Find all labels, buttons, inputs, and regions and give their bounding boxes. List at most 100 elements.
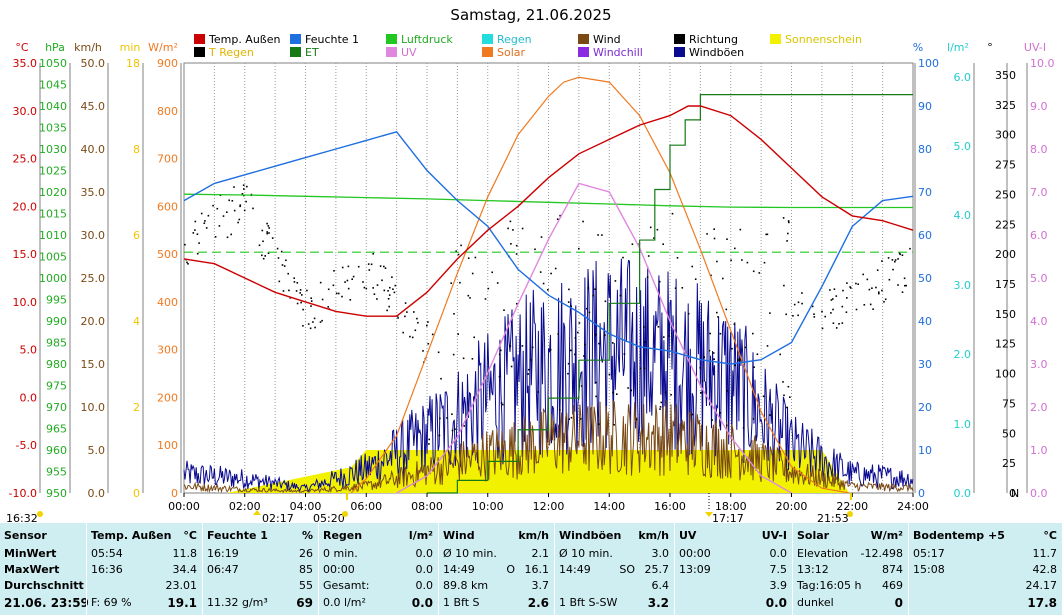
richtung-point	[716, 311, 718, 314]
right-axis-label: 10	[918, 444, 932, 457]
legend-label: Windböen	[689, 46, 744, 59]
x-tick-label: 08:00	[411, 500, 443, 513]
stats-cell-value: 0.0	[415, 547, 434, 560]
series-windboeen	[183, 258, 914, 493]
left-axis-label: 300	[157, 344, 178, 357]
richtung-point	[659, 406, 662, 408]
richtung-point	[862, 273, 864, 276]
richtung-point	[293, 281, 296, 283]
richtung-point	[901, 254, 904, 256]
richtung-point	[196, 252, 199, 255]
richtung-point	[310, 305, 312, 307]
right-axis-label: 7.0	[1030, 186, 1048, 199]
richtung-point	[801, 302, 803, 305]
richtung-point	[730, 259, 732, 262]
series-feuchte	[183, 130, 914, 365]
legend-label: Solar	[497, 46, 526, 59]
richtung-point	[500, 402, 503, 404]
stats-unit-regen: l/m²	[408, 529, 433, 542]
left-axis-label: 10.0	[81, 401, 106, 414]
richtung-point	[539, 271, 542, 273]
richtung-point	[427, 343, 430, 345]
legend-swatch	[482, 47, 493, 57]
richtung-point	[310, 300, 313, 302]
left-axis-label: 1040	[39, 100, 67, 113]
left-axis-label: 30.0	[81, 229, 106, 242]
richtung-point	[491, 271, 493, 274]
stats-cell-label: Gesamt:	[323, 579, 370, 592]
richtung-point	[467, 257, 470, 259]
stats-cell-label: 06:47	[207, 563, 239, 576]
stats-row-avg-label: Durchschnitt	[4, 579, 84, 592]
richtung-point	[344, 281, 346, 283]
left-axis-unit: °C	[15, 41, 29, 54]
richtung-point	[302, 325, 304, 327]
richtung-point	[872, 308, 874, 310]
richtung-point	[238, 218, 241, 221]
richtung-point	[422, 350, 424, 352]
richtung-point	[218, 225, 221, 227]
richtung-point	[372, 287, 374, 289]
richtung-point	[559, 409, 561, 411]
left-axis-label: 5.0	[20, 344, 38, 357]
richtung-point	[381, 279, 383, 282]
right-axis-label: 6.0	[1030, 229, 1048, 242]
left-axis-label: 1025	[39, 165, 67, 178]
richtung-point	[897, 258, 899, 260]
richtung-point	[616, 393, 618, 395]
right-axis-label: 60	[918, 229, 932, 242]
richtung-point	[296, 302, 299, 305]
legend-swatch	[290, 47, 301, 57]
richtung-point	[574, 353, 576, 356]
richtung-point	[335, 292, 338, 295]
richtung-point	[521, 345, 524, 347]
richtung-point	[631, 243, 634, 245]
richtung-point	[619, 294, 622, 297]
richtung-point	[717, 316, 719, 318]
weather-chart: 00:00 02:00 04:00 06:00 08:00 10:00 12:00 14:00…	[6, 33, 1055, 523]
legend-swatch	[386, 47, 397, 57]
richtung-point	[668, 335, 670, 337]
right-axis-label: 20	[918, 401, 932, 414]
left-axis-label: 50.0	[81, 57, 106, 70]
left-axis-label: 800	[157, 105, 178, 118]
richtung-point	[462, 357, 465, 360]
richtung-point	[283, 265, 286, 267]
richtung-point	[592, 294, 594, 297]
sun-marker-icon	[847, 511, 853, 517]
richtung-point	[694, 278, 697, 280]
richtung-point	[878, 292, 880, 295]
right-axis-label: 0.0	[1030, 487, 1048, 500]
richtung-point	[233, 186, 235, 188]
richtung-point	[516, 302, 518, 305]
stats-cell-value: 2.1	[531, 547, 550, 560]
stats-header-windboeen: Windböen	[559, 529, 622, 542]
richtung-point	[431, 333, 434, 336]
richtung-point	[595, 381, 597, 384]
stats-cell-value: 55	[299, 579, 313, 592]
x-tick-label: 10:00	[472, 500, 504, 513]
richtung-point	[542, 282, 545, 285]
sunset-label: 21:53	[817, 512, 849, 523]
richtung-point	[404, 302, 407, 304]
richtung-point	[711, 419, 713, 421]
x-tick-label: 20:00	[776, 500, 808, 513]
richtung-point	[622, 256, 624, 259]
richtung-point	[658, 280, 661, 283]
right-axis-unit: l/m²	[947, 41, 969, 54]
richtung-point	[341, 266, 344, 269]
richtung-point	[699, 367, 701, 369]
north-label: N	[1011, 487, 1019, 500]
right-axis-label: 90	[918, 100, 932, 113]
statistics-table: Sensor MinWert MaxWert Durchschnitt 21.0…	[0, 523, 1062, 615]
legend-label: Regen	[497, 33, 532, 46]
richtung-point	[288, 289, 290, 292]
legend-label: Richtung	[689, 33, 738, 46]
right-axis-label: 275	[995, 159, 1016, 172]
richtung-point	[404, 315, 406, 318]
right-axis-label: 75	[1002, 397, 1016, 410]
richtung-point	[787, 232, 789, 235]
stats-column-boden: Bodentemp +5 °C 05:17 11.7 15:08 42.8 24.17 17.…	[908, 523, 1062, 615]
richtung-point	[567, 372, 569, 375]
right-axis-label: 80	[918, 143, 932, 156]
